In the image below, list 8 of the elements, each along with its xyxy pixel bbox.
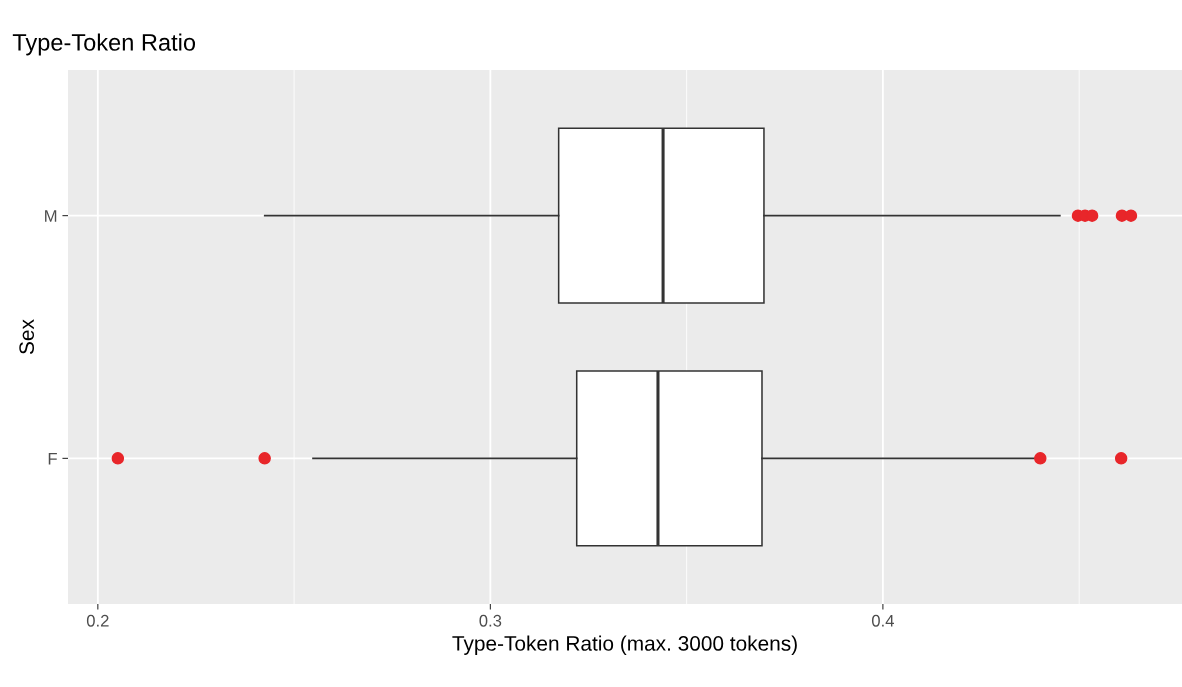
- x-tick-label: 0.3: [479, 614, 502, 627]
- y-axis-title: Sex: [19, 319, 35, 354]
- chart-title: Type-Token Ratio: [12, 33, 196, 56]
- y-tick-label: M: [45, 210, 57, 222]
- x-axis-title: Type-Token Ratio (max. 3000 tokens): [452, 635, 797, 655]
- y-tick-label: F: [48, 452, 57, 465]
- x-tick-label: 0.2: [86, 614, 109, 627]
- x-tick-label: 0.4: [871, 614, 894, 627]
